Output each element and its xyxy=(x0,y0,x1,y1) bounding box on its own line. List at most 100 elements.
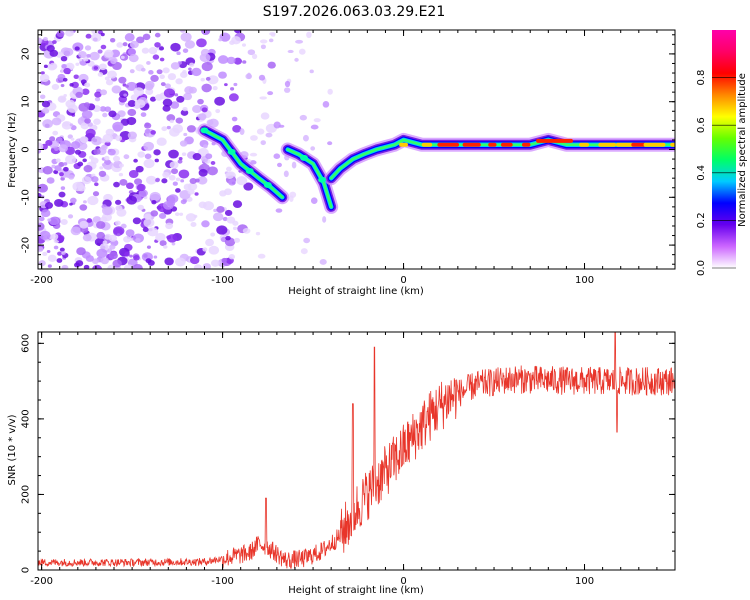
noise-speck xyxy=(184,40,196,49)
noise-speck xyxy=(41,107,50,114)
colorbar: 0.0 0.2 0.4 0.6 0.8 Normalized spectral ampl… xyxy=(696,30,748,276)
x-tick-label: 100 xyxy=(575,576,594,587)
noise-speck xyxy=(167,73,177,81)
noise-speck xyxy=(83,200,87,204)
noise-speck xyxy=(197,176,208,185)
noise-speck xyxy=(201,107,208,113)
noise-speck xyxy=(145,258,152,264)
noise-speck xyxy=(43,36,48,42)
noise-speck xyxy=(327,88,333,95)
noise-speck xyxy=(43,64,48,69)
noise-speck xyxy=(119,178,128,186)
noise-speck xyxy=(201,220,210,228)
noise-speck xyxy=(144,128,151,134)
noise-speck xyxy=(38,260,46,267)
noise-speck xyxy=(102,112,108,118)
noise-speck xyxy=(118,163,124,168)
noise-speck xyxy=(40,71,45,75)
noise-speck xyxy=(255,231,261,236)
colorbar-tick-label: 0.4 xyxy=(696,165,707,181)
noise-speck xyxy=(70,197,77,204)
noise-speck xyxy=(184,86,194,95)
noise-speck xyxy=(102,240,108,245)
noise-speck xyxy=(122,42,128,47)
noise-speck xyxy=(230,87,235,91)
noise-speck xyxy=(186,125,196,133)
noise-speck xyxy=(68,174,75,180)
y-tick-label: 0 xyxy=(21,146,32,152)
noise-speck xyxy=(192,105,202,114)
noise-speck xyxy=(127,100,137,107)
noise-speck xyxy=(187,182,198,191)
noise-speck xyxy=(108,251,118,260)
noise-speck xyxy=(169,119,174,124)
noise-speck xyxy=(144,122,152,129)
noise-speck xyxy=(70,141,81,149)
noise-speck xyxy=(148,47,158,55)
noise-speck xyxy=(216,206,225,213)
ridge-band xyxy=(286,148,333,209)
y-tick-label: 20 xyxy=(21,48,32,61)
noise-speck xyxy=(99,166,104,170)
noise-speck xyxy=(194,192,199,196)
ridge-hotspot xyxy=(488,142,497,147)
noise-speck xyxy=(303,237,311,244)
noise-speck xyxy=(42,119,54,129)
y-tick-label: -20 xyxy=(21,237,32,253)
noise-speck xyxy=(94,97,101,102)
noise-speck xyxy=(54,147,59,151)
noise-speck xyxy=(249,152,258,157)
noise-speck xyxy=(60,186,66,190)
noise-speck xyxy=(54,165,62,172)
noise-speck xyxy=(158,212,167,219)
noise-speck xyxy=(205,238,215,247)
noise-speck xyxy=(143,158,155,169)
noise-speck xyxy=(134,99,146,109)
noise-speck xyxy=(310,124,319,130)
x-tick-label: 0 xyxy=(400,275,406,286)
noise-speck xyxy=(58,144,68,153)
noise-speck xyxy=(258,74,266,81)
noise-speck xyxy=(60,83,65,88)
y-tick-label: -10 xyxy=(21,189,32,205)
ridge-hotspot xyxy=(245,168,254,175)
noise-speck xyxy=(171,242,176,246)
noise-speck xyxy=(310,197,318,204)
noise-speck xyxy=(92,264,102,269)
y-tick-label: 0 xyxy=(21,567,32,573)
noise-speck xyxy=(215,109,221,114)
colorbar-tick-label: 0.0 xyxy=(696,260,707,276)
noise-speck xyxy=(259,96,267,100)
noise-speck xyxy=(265,132,273,138)
noise-speck xyxy=(154,94,163,101)
noise-speck xyxy=(109,244,116,250)
noise-speck xyxy=(84,45,92,51)
noise-speck xyxy=(218,71,227,79)
noise-speck xyxy=(84,82,91,88)
noise-speck xyxy=(46,249,51,253)
noise-speck xyxy=(61,63,67,69)
noise-speck xyxy=(132,264,143,269)
noise-speck xyxy=(78,73,89,83)
noise-speck xyxy=(273,121,281,129)
noise-speck xyxy=(175,177,181,182)
noise-speck xyxy=(310,146,316,151)
noise-speck xyxy=(124,251,130,257)
noise-speck xyxy=(48,216,60,226)
snr-x-label: Height of straight line (km) xyxy=(288,585,424,596)
noise-speck xyxy=(98,170,107,177)
noise-speck xyxy=(123,154,130,160)
noise-speck xyxy=(90,157,99,164)
noise-speck xyxy=(38,183,49,193)
noise-speck xyxy=(156,69,163,75)
colorbar-ticks: 0.0 0.2 0.4 0.6 0.8 xyxy=(696,70,736,276)
noise-speck xyxy=(70,125,77,131)
noise-speck xyxy=(93,148,101,155)
noise-speck xyxy=(96,231,106,240)
noise-speck xyxy=(232,220,239,226)
ridge-hotspot xyxy=(318,176,327,183)
noise-speck xyxy=(104,76,110,81)
noise-speck xyxy=(69,83,74,87)
noise-speck xyxy=(96,248,108,258)
noise-speck xyxy=(144,153,152,160)
